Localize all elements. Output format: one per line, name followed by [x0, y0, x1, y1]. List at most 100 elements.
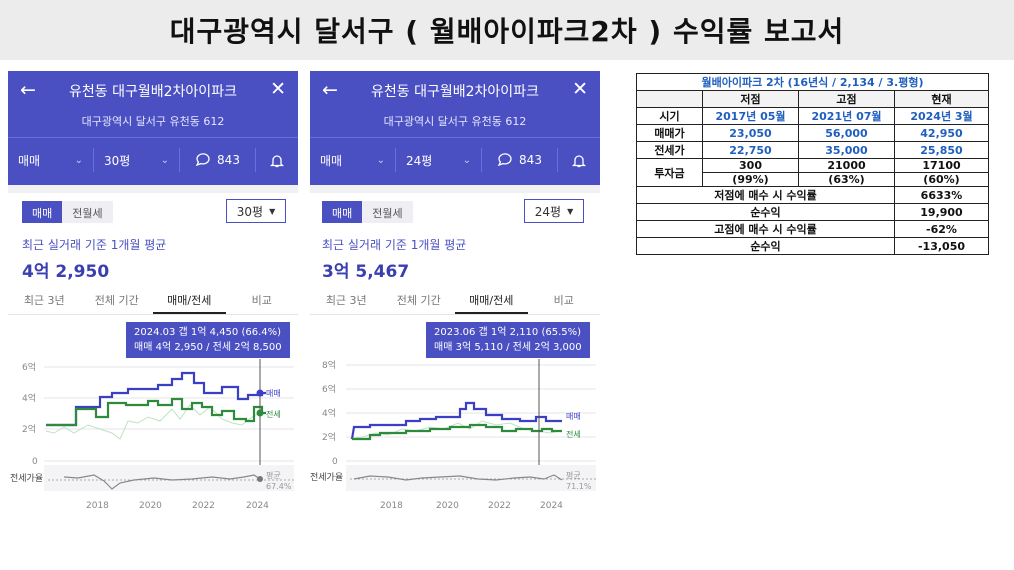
- ratio-avg-value: 67.4%: [266, 482, 292, 491]
- page-title-bar: 대구광역시 달서구 ( 월배아이파크2차 ) 수익률 보고서: [0, 0, 1014, 60]
- tab-compare[interactable]: 비교: [251, 294, 272, 307]
- table-cell: 21000: [798, 158, 895, 173]
- row-label: 전세가: [636, 141, 703, 159]
- tab-sale-rent[interactable]: 매매/전세: [455, 289, 528, 314]
- toggle-rent[interactable]: 전월세: [62, 201, 113, 223]
- trade-type-label: 매매: [320, 153, 343, 168]
- tab-recent-3y[interactable]: 최근 3년: [23, 294, 65, 307]
- panel-header: ← 유천동 대구월배2차아이파크 ✕ 대구광역시 달서구 유천동 612 매매 …: [310, 71, 600, 185]
- y-tick: 4억: [22, 392, 36, 404]
- ratio-avg-label: 평균: [266, 470, 281, 480]
- trade-type-select[interactable]: 매매 ⌄: [8, 148, 94, 172]
- ratio-avg-value: 71.1%: [566, 482, 592, 491]
- size-dropdown[interactable]: 24평 ▼: [524, 199, 584, 223]
- ratio-avg-label: 평균: [566, 470, 581, 480]
- comment-count: 843: [519, 153, 542, 167]
- chart-tooltip: 2024.03 갭 1억 4,450 (66.4%) 매매 4억 2,950 /…: [126, 322, 290, 358]
- apartment-address: 대구광역시 달서구 유천동 612: [81, 115, 225, 128]
- y-tick: 2억: [322, 431, 336, 443]
- price-chart: 8억 6억 4억 2억 0 매매 전세 전세가율 평균 71.1% 2018 2…: [310, 359, 596, 511]
- row-label: 투자금: [636, 158, 703, 187]
- table-cell: 35,000: [798, 141, 895, 159]
- table-cell: 300: [702, 158, 799, 173]
- apartment-name: 유천동 대구월배2차아이파크: [69, 84, 237, 100]
- tab-compare[interactable]: 비교: [553, 294, 574, 307]
- rent-line: [46, 397, 266, 427]
- table-cell: 17100: [894, 158, 989, 173]
- tab-sale-rent[interactable]: 매매/전세: [153, 289, 226, 314]
- apartment-panel-24: ← 유천동 대구월배2차아이파크 ✕ 대구광역시 달서구 유천동 612 매매 …: [310, 71, 600, 513]
- size-select[interactable]: 30평 ⌄: [94, 148, 180, 172]
- row-label: 매매가: [636, 124, 703, 142]
- ratio-label: 전세가율: [10, 473, 43, 484]
- row-label: 시기: [636, 107, 703, 125]
- page-title: 대구광역시 달서구 ( 월배아이파크2차 ) 수익률 보고서: [169, 15, 845, 48]
- tooltip-line2: 매매 3억 5,110 / 전세 2억 3,000: [434, 342, 582, 353]
- bell-icon: [270, 154, 284, 167]
- trade-type-select[interactable]: 매매 ⌄: [310, 148, 396, 172]
- toggle-rent[interactable]: 전월세: [362, 201, 413, 223]
- x-tick: 2018: [380, 501, 403, 511]
- y-tick: 0: [332, 457, 338, 467]
- table-cell: (99%): [702, 172, 799, 187]
- table-cell: 2024년 3월: [894, 107, 989, 125]
- table-cell: 2017년 05월: [702, 107, 799, 125]
- tooltip-line2: 매매 4억 2,950 / 전세 2억 8,500: [134, 342, 282, 353]
- tab-recent-3y[interactable]: 최근 3년: [325, 294, 367, 307]
- tooltip-line1: 2023.06 갭 1억 2,110 (65.5%): [434, 327, 582, 338]
- bell-button[interactable]: [256, 148, 298, 172]
- table-cell: 56,000: [798, 124, 895, 142]
- tab-all-period[interactable]: 전체 기간: [94, 294, 139, 307]
- table-cell: 19,900: [894, 203, 989, 221]
- table-cell: (63%): [798, 172, 895, 187]
- sale-line: [46, 371, 266, 427]
- size-label: 30평: [104, 153, 131, 168]
- tab-all-period[interactable]: 전체 기간: [396, 294, 441, 307]
- toggle-sale[interactable]: 매매: [22, 201, 63, 223]
- panel-header: ← 유천동 대구월배2차아이파크 ✕ 대구광역시 달서구 유천동 612 매매 …: [8, 71, 298, 185]
- avg-price-value: 3억 5,467: [322, 262, 410, 282]
- y-tick: 4억: [322, 407, 336, 419]
- series-rent-label: 전세: [566, 429, 581, 439]
- close-icon[interactable]: ✕: [572, 78, 588, 100]
- price-chart: 6억 4억 2억 0 매매 전세 전세가율 평균 67.4% 2018 2020…: [10, 359, 294, 511]
- y-tick: 0: [32, 457, 38, 467]
- apartment-address: 대구광역시 달서구 유천동 612: [383, 115, 527, 128]
- size-dropdown[interactable]: 30평 ▼: [226, 199, 286, 223]
- size-select[interactable]: 24평 ⌄: [396, 148, 482, 172]
- table-cell: (60%): [894, 172, 989, 187]
- col-high: 고점: [798, 90, 895, 108]
- y-tick: 8억: [322, 359, 336, 371]
- back-arrow-icon[interactable]: ←: [20, 79, 36, 101]
- row-label: 순수익: [636, 203, 895, 221]
- chevron-down-icon: ⌄: [74, 154, 83, 166]
- close-icon[interactable]: ✕: [270, 78, 286, 100]
- table-title: 월배아이파크 2차 (16년식 / 2,134 / 3.평형): [636, 73, 989, 91]
- back-arrow-icon[interactable]: ←: [322, 79, 338, 101]
- table-cell: 42,950: [894, 124, 989, 142]
- size-dropdown-value: 24평: [534, 204, 562, 219]
- apartment-panel-30: ← 유천동 대구월배2차아이파크 ✕ 대구광역시 달서구 유천동 612 매매 …: [8, 71, 298, 513]
- comments-button[interactable]: 843: [180, 148, 256, 172]
- row-label: 저점에 매수 시 수익률: [636, 186, 895, 204]
- bell-icon: [572, 154, 586, 167]
- trade-type-label: 매매: [18, 153, 41, 168]
- size-dropdown-value: 30평: [236, 204, 264, 219]
- comment-icon: [497, 153, 512, 167]
- toggle-sale[interactable]: 매매: [322, 201, 363, 223]
- size-label: 24평: [406, 153, 433, 168]
- col-low: 저점: [702, 90, 799, 108]
- chart-tabs: 최근 3년 전체 기간 매매/전세 비교: [8, 289, 298, 315]
- comments-button[interactable]: 843: [482, 148, 558, 172]
- tooltip-line1: 2024.03 갭 1억 4,450 (66.4%): [134, 327, 282, 338]
- y-tick: 6억: [322, 383, 336, 395]
- chevron-down-icon: ⌄: [376, 154, 385, 166]
- col-now: 현재: [894, 90, 989, 108]
- table-cell: 23,050: [702, 124, 799, 142]
- avg-price-value: 4억 2,950: [22, 262, 110, 282]
- trade-toggle: 매매 전월세: [322, 201, 413, 223]
- bell-button[interactable]: [558, 148, 600, 172]
- table-cell: -62%: [894, 220, 989, 238]
- dropdown-triangle-icon: ▼: [269, 206, 276, 216]
- yield-summary-table: 월배아이파크 2차 (16년식 / 2,134 / 3.평형) 저점 고점 현재…: [636, 73, 989, 255]
